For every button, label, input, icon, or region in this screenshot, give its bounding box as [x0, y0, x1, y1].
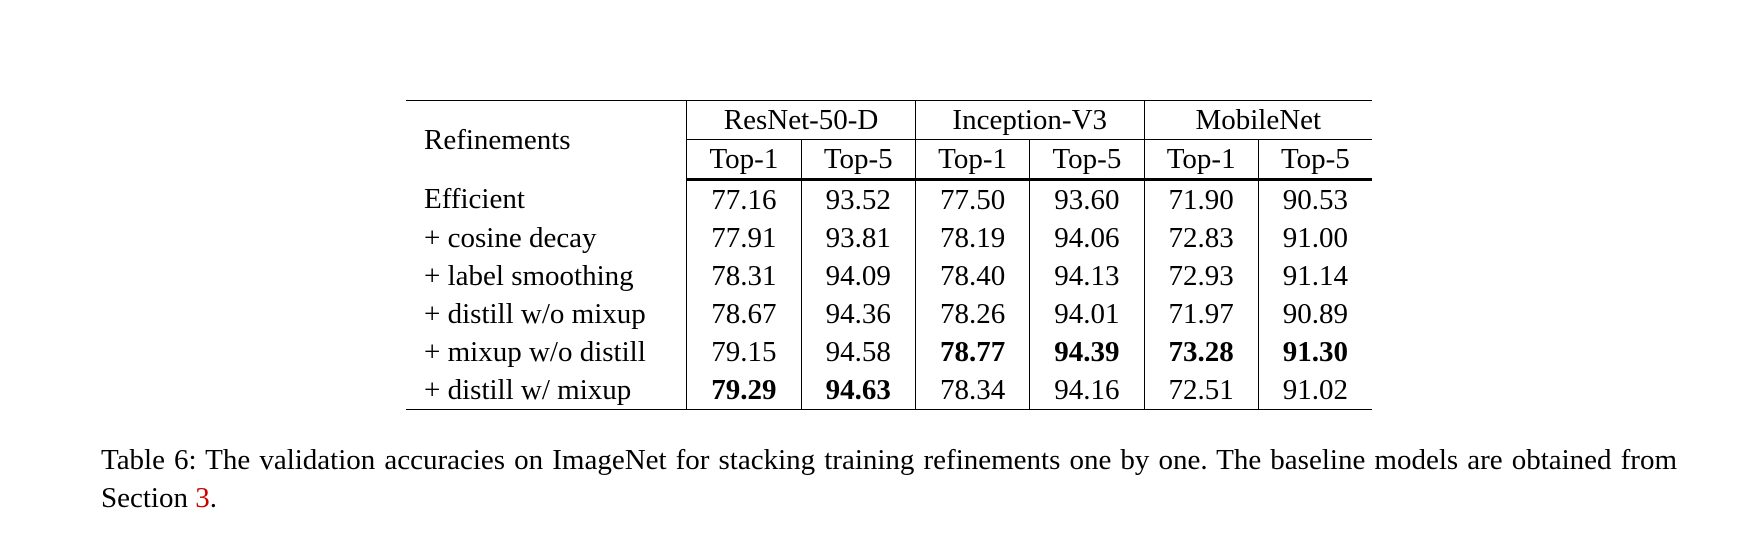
caption-text: Table 6: The validation accuracies on Im…: [101, 444, 1677, 514]
mobilenet-top5-cell: 91.02: [1258, 371, 1372, 410]
table-row: + distill w/ mixup 79.29 94.63 78.34 94.16 72…: [406, 371, 1372, 410]
resnet-top5-cell: 93.81: [801, 219, 916, 257]
resnet-top1-header: Top-1: [686, 139, 802, 181]
resnet-top5-cell: 94.09: [801, 257, 916, 295]
inception-top5-cell: 94.06: [1029, 219, 1145, 257]
table-row: + mixup w/o distill 79.15 94.58 78.77 94.39 7…: [406, 333, 1372, 371]
mobilenet-top5-cell: 91.30: [1282, 335, 1348, 368]
resnet-top1-cell: 77.91: [686, 219, 802, 257]
header-metric-row: Top-1 Top-5 Top-1 Top-5 Top-1 Top-5: [406, 139, 1372, 181]
resnet-top5-cell: 94.63: [801, 371, 916, 410]
table-row: + cosine decay 77.91 93.81 78.19 94.06 72.83 9…: [406, 219, 1372, 257]
mobilenet-top5-header: Top-5: [1258, 139, 1372, 181]
caption-end: .: [209, 482, 217, 514]
row-label: + distill w/ mixup: [406, 371, 688, 410]
mobilenet-top5-cell: 90.53: [1282, 183, 1348, 216]
table-row: + distill w/o mixup 78.67 94.36 78.26 94.01 7…: [406, 295, 1372, 333]
inception-top1-cell: 78.77: [915, 333, 1031, 371]
mobilenet-top5-cell: 91.00: [1282, 221, 1348, 254]
resnet-header: ResNet-50-D: [686, 100, 916, 140]
resnet-top1-cell: 78.67: [686, 295, 802, 333]
mobilenet-top1-header: Top-1: [1144, 139, 1259, 181]
results-table: Refinements ResNet-50-D Inception-V3 Mob…: [406, 100, 1372, 410]
mobilenet-top1-cell: 72.83: [1144, 219, 1259, 257]
inception-top1-cell: 78.34: [915, 371, 1031, 410]
resnet-top5-cell: 94.58: [801, 333, 916, 371]
mobilenet-top1-cell: 72.93: [1144, 257, 1259, 295]
inception-top5-header: Top-5: [1029, 139, 1145, 181]
mobilenet-top5-cell: 91.14: [1282, 259, 1348, 292]
inception-top5-cell: 94.16: [1029, 371, 1145, 410]
inception-top5-cell: 94.01: [1029, 295, 1145, 333]
resnet-top5-header: Top-5: [801, 139, 916, 181]
resnet-top1-cell: 79.15: [686, 333, 802, 371]
row-label: Efficient: [406, 179, 688, 219]
row-label: + distill w/o mixup: [406, 295, 688, 333]
resnet-top1-cell: 78.31: [686, 257, 802, 295]
mobilenet-top1-cell: 72.51: [1144, 371, 1259, 410]
mobilenet-top1-cell: 71.90: [1144, 179, 1259, 219]
resnet-top1-cell: 77.16: [686, 179, 802, 219]
table-body: Efficient 77.16 93.52 77.50 93.60 71.90 90.53 +…: [406, 179, 1372, 410]
refinements-header: Refinements: [406, 100, 688, 180]
mobilenet-top1-cell: 71.97: [1144, 295, 1259, 333]
resnet-top1-cell: 79.29: [686, 371, 802, 410]
table-caption: Table 6: The validation accuracies on Im…: [101, 441, 1677, 517]
table-row: Efficient 77.16 93.52 77.50 93.60 71.90 90.53: [406, 179, 1372, 219]
inception-header: Inception-V3: [915, 100, 1145, 140]
inception-top5-cell: 94.13: [1029, 257, 1145, 295]
inception-top1-cell: 77.50: [915, 179, 1031, 219]
row-label: + mixup w/o distill: [406, 333, 688, 371]
mobilenet-top1-cell: 73.28: [1144, 333, 1259, 371]
inception-top1-cell: 78.19: [915, 219, 1031, 257]
row-label: + cosine decay: [406, 219, 688, 257]
mobilenet-header: MobileNet: [1144, 100, 1372, 140]
table-row: + label smoothing 78.31 94.09 78.40 94.13 72.…: [406, 257, 1372, 295]
row-label: + label smoothing: [406, 257, 688, 295]
resnet-top5-cell: 94.36: [801, 295, 916, 333]
header-group-row: Refinements ResNet-50-D Inception-V3 Mob…: [406, 100, 1372, 180]
inception-top1-cell: 78.26: [915, 295, 1031, 333]
section-reference-link[interactable]: 3: [195, 482, 210, 514]
mobilenet-top5-cell: 90.89: [1282, 297, 1348, 330]
inception-top5-cell: 93.60: [1029, 179, 1145, 219]
resnet-top5-cell: 93.52: [801, 179, 916, 219]
inception-top1-header: Top-1: [915, 139, 1031, 181]
inception-top5-cell: 94.39: [1029, 333, 1145, 371]
inception-top1-cell: 78.40: [915, 257, 1031, 295]
